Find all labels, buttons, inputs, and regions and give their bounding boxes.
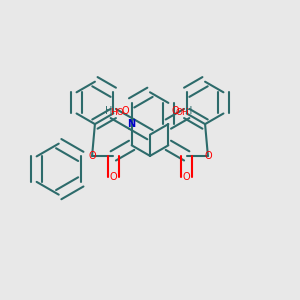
Text: N: N bbox=[128, 119, 136, 129]
Text: HO: HO bbox=[110, 108, 124, 117]
Text: OH: OH bbox=[176, 108, 190, 117]
Text: O: O bbox=[183, 172, 190, 182]
Text: O: O bbox=[110, 172, 117, 182]
Text: O: O bbox=[121, 106, 129, 116]
Text: H: H bbox=[184, 106, 192, 116]
Text: O: O bbox=[88, 151, 96, 161]
Text: O: O bbox=[204, 151, 212, 161]
Text: O: O bbox=[171, 106, 179, 116]
Text: H: H bbox=[105, 106, 112, 116]
